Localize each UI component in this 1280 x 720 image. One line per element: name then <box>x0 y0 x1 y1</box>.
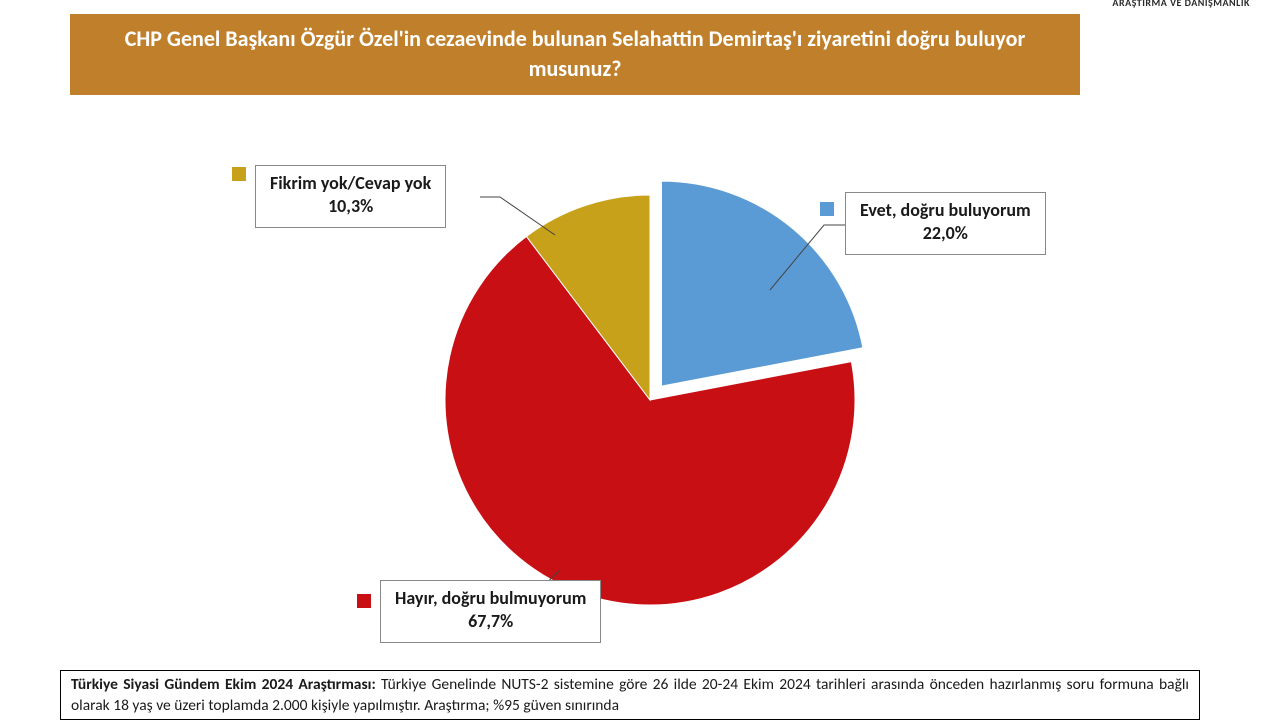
legend-square-evet <box>820 202 834 216</box>
pie-svg <box>0 110 1280 670</box>
callout-evet-label: Evet, doğru buluyorum <box>860 199 1031 222</box>
chart-title-bar: CHP Genel Başkanı Özgür Özel'in cezaevin… <box>70 14 1080 95</box>
callout-hayir-label: Hayır, doğru bulmuyorum <box>395 587 586 610</box>
legend-square-fikrim <box>232 167 246 181</box>
callout-evet: Evet, doğru buluyorum 22,0% <box>845 192 1046 255</box>
callout-evet-value: 22,0% <box>860 222 1031 245</box>
footnote-bold: Türkiye Siyasi Gündem Ekim 2024 Araştırm… <box>71 675 381 694</box>
callout-fikrim-label: Fikrim yok/Cevap yok <box>270 172 431 195</box>
callout-hayir-value: 67,7% <box>395 610 586 633</box>
footnote-box: Türkiye Siyasi Gündem Ekim 2024 Araştırm… <box>60 670 1200 720</box>
callout-fikrim-value: 10,3% <box>270 195 431 218</box>
legend-square-hayir <box>357 594 371 608</box>
callout-hayir: Hayır, doğru bulmuyorum 67,7% <box>380 580 601 643</box>
pie-chart: Fikrim yok/Cevap yok 10,3% Evet, doğru b… <box>0 110 1280 670</box>
brand-tagline: ARAŞTIRMA VE DANIŞMANLIK <box>1112 0 1250 9</box>
callout-fikrim: Fikrim yok/Cevap yok 10,3% <box>255 165 446 228</box>
